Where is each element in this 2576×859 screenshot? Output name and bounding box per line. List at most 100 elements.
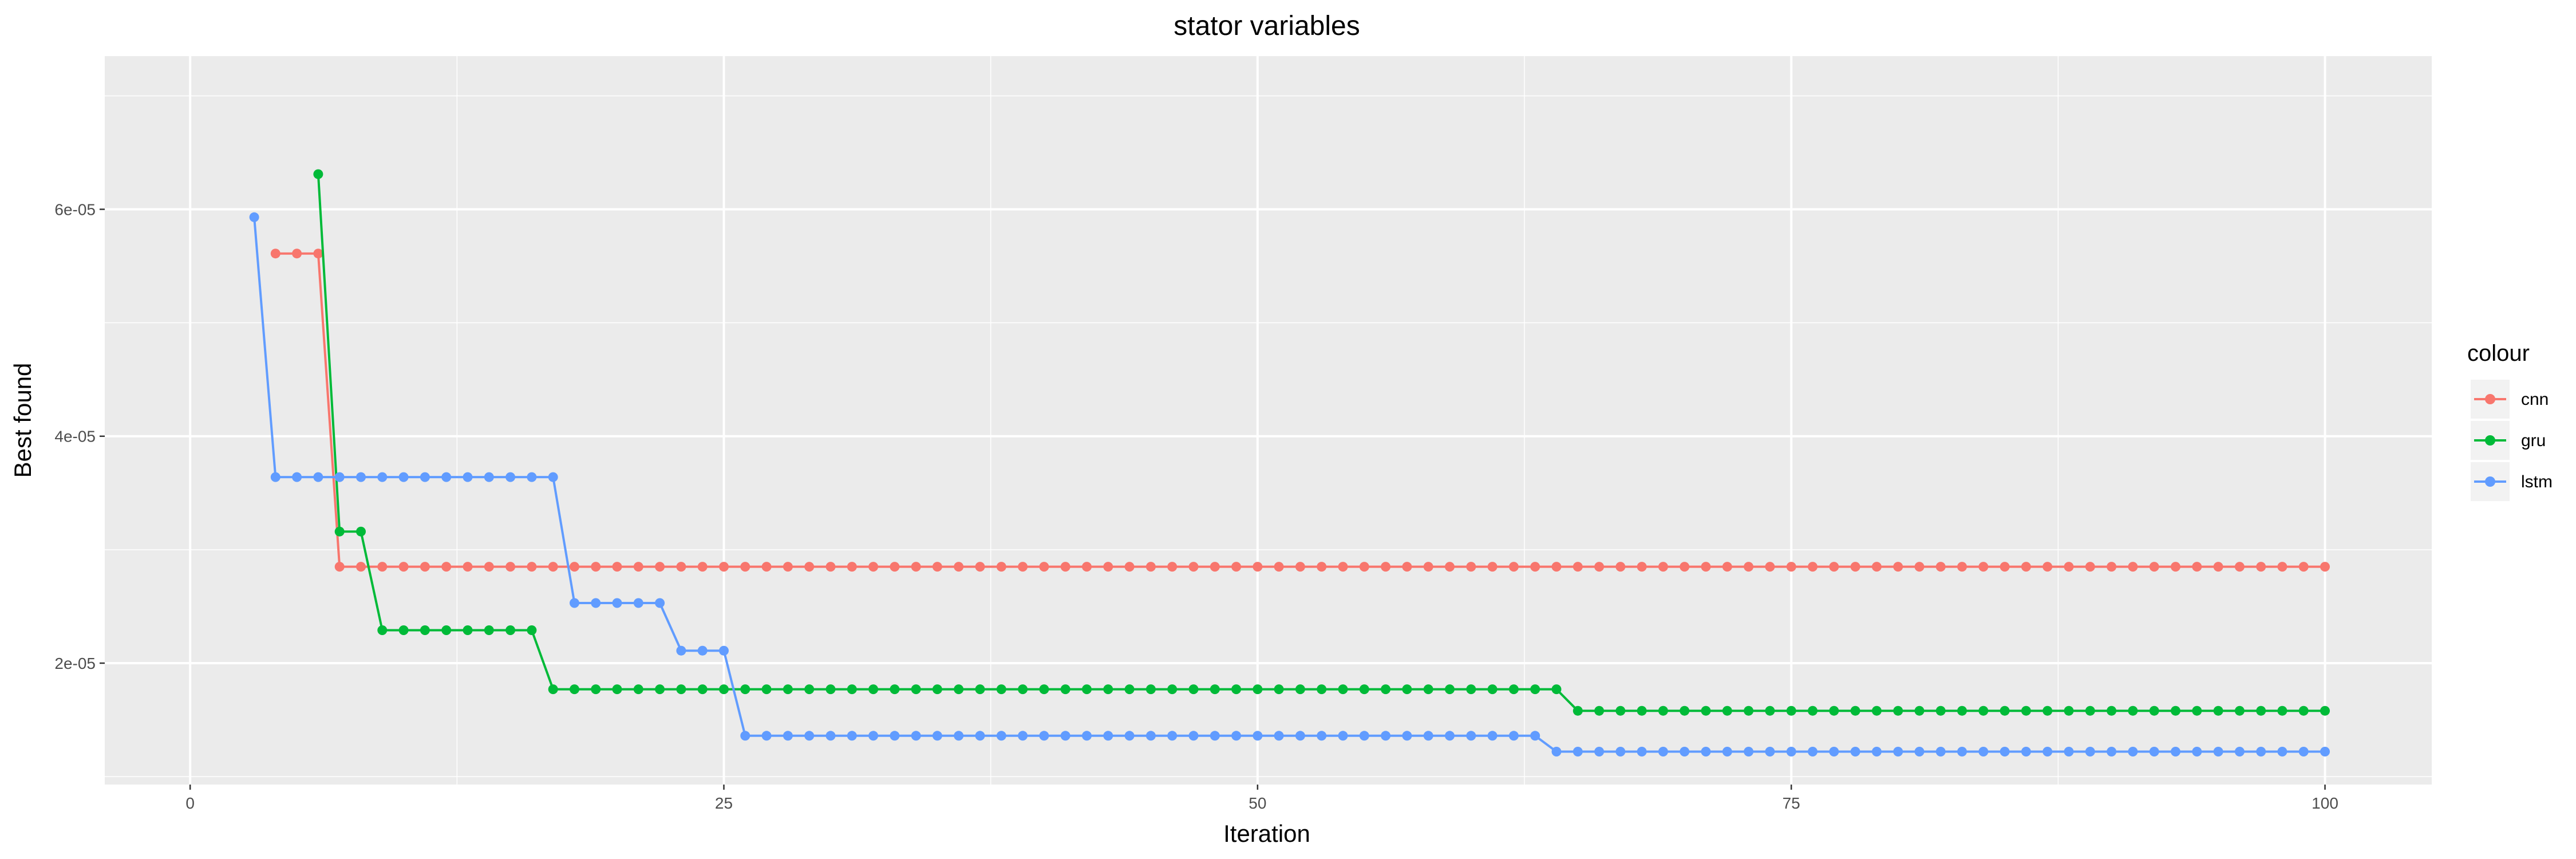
data-point-gru bbox=[1487, 684, 1498, 695]
legend-title: colour bbox=[2467, 341, 2530, 366]
data-point-cnn bbox=[1381, 562, 1391, 572]
data-point-gru bbox=[2042, 706, 2053, 716]
data-point-lstm bbox=[2213, 747, 2223, 756]
data-point-cnn bbox=[527, 562, 537, 572]
data-point-gru bbox=[868, 684, 879, 695]
y-axis-title: Best found bbox=[9, 363, 36, 478]
y-tick-label: 2e-05 bbox=[54, 655, 96, 672]
data-point-cnn bbox=[1722, 562, 1732, 572]
data-point-cnn bbox=[1765, 562, 1775, 572]
data-point-cnn bbox=[2021, 562, 2031, 572]
y-tick-label: 6e-05 bbox=[54, 200, 96, 218]
data-point-gru bbox=[804, 684, 815, 695]
data-point-cnn bbox=[463, 562, 473, 572]
data-point-gru bbox=[2064, 706, 2074, 716]
data-point-gru bbox=[570, 684, 579, 695]
data-point-cnn bbox=[2320, 562, 2330, 572]
legend-point-gru bbox=[2485, 435, 2495, 446]
data-point-cnn bbox=[2256, 562, 2266, 572]
data-point-lstm bbox=[1637, 747, 1647, 756]
data-point-cnn bbox=[591, 562, 601, 572]
data-point-lstm bbox=[1060, 731, 1070, 741]
data-point-lstm bbox=[2320, 747, 2330, 756]
data-point-cnn bbox=[804, 562, 815, 572]
data-point-cnn bbox=[1680, 562, 1690, 572]
data-point-lstm bbox=[1701, 747, 1711, 756]
data-point-gru bbox=[1914, 706, 1925, 716]
axis-ticks: 0 25 50 75 100 2e-05 4e-05 6e-05 bbox=[54, 200, 2338, 812]
data-point-cnn bbox=[847, 562, 857, 572]
data-point-lstm bbox=[1423, 731, 1433, 741]
data-point-cnn bbox=[1253, 562, 1263, 572]
data-point-cnn bbox=[1060, 562, 1070, 572]
data-point-lstm bbox=[825, 731, 836, 741]
series-cnn bbox=[270, 249, 2330, 572]
data-point-cnn bbox=[1210, 562, 1220, 572]
data-point-lstm bbox=[463, 472, 473, 482]
data-point-gru bbox=[719, 684, 729, 695]
data-point-gru bbox=[1381, 684, 1391, 695]
data-point-cnn bbox=[1935, 562, 1946, 572]
data-point-gru bbox=[825, 684, 836, 695]
data-point-lstm bbox=[847, 731, 857, 741]
data-point-lstm bbox=[2298, 747, 2309, 756]
data-point-lstm bbox=[1466, 731, 1476, 741]
data-point-cnn bbox=[1551, 562, 1562, 572]
data-point-gru bbox=[1765, 706, 1775, 716]
data-point-gru bbox=[527, 625, 537, 635]
data-point-gru bbox=[1082, 684, 1092, 695]
data-point-gru bbox=[1402, 684, 1412, 695]
data-point-gru bbox=[2213, 706, 2223, 716]
data-point-gru bbox=[377, 625, 388, 635]
data-point-cnn bbox=[1871, 562, 1882, 572]
data-point-lstm bbox=[1829, 747, 1839, 756]
data-point-lstm bbox=[484, 472, 494, 482]
data-point-gru bbox=[2277, 706, 2287, 716]
data-point-lstm bbox=[420, 472, 430, 482]
data-point-gru bbox=[1039, 684, 1049, 695]
data-point-lstm bbox=[1935, 747, 1946, 756]
data-point-lstm bbox=[1082, 731, 1092, 741]
data-point-cnn bbox=[2298, 562, 2309, 572]
data-point-gru bbox=[633, 684, 643, 695]
data-point-lstm bbox=[527, 472, 537, 482]
data-point-lstm bbox=[1615, 747, 1626, 756]
data-point-lstm bbox=[591, 598, 601, 608]
data-point-cnn bbox=[1145, 562, 1156, 572]
data-point-cnn bbox=[570, 562, 579, 572]
data-point-lstm bbox=[2192, 747, 2202, 756]
data-point-lstm bbox=[334, 472, 345, 482]
data-point-lstm bbox=[270, 472, 280, 482]
data-point-lstm bbox=[1274, 731, 1284, 741]
data-point-lstm bbox=[996, 731, 1006, 741]
data-point-cnn bbox=[1744, 562, 1754, 572]
data-point-lstm bbox=[932, 731, 942, 741]
data-point-gru bbox=[313, 169, 323, 179]
data-point-lstm bbox=[1338, 731, 1348, 741]
data-point-gru bbox=[1978, 706, 1989, 716]
data-point-lstm bbox=[398, 472, 409, 482]
data-point-lstm bbox=[1039, 731, 1049, 741]
data-point-gru bbox=[441, 625, 452, 635]
data-point-cnn bbox=[975, 562, 985, 572]
data-point-cnn bbox=[1829, 562, 1839, 572]
data-point-gru bbox=[1551, 684, 1562, 695]
data-point-gru bbox=[1594, 706, 1605, 716]
data-point-cnn bbox=[1188, 562, 1199, 572]
data-point-gru bbox=[1508, 684, 1519, 695]
data-point-gru bbox=[2128, 706, 2138, 716]
series-lstm bbox=[249, 212, 2330, 756]
data-point-gru bbox=[2171, 706, 2180, 716]
data-point-lstm bbox=[1487, 731, 1498, 741]
data-point-lstm bbox=[1551, 747, 1562, 756]
data-point-lstm bbox=[1402, 731, 1412, 741]
data-point-lstm bbox=[697, 645, 708, 656]
data-point-cnn bbox=[1701, 562, 1711, 572]
data-point-gru bbox=[1850, 706, 1860, 716]
data-point-cnn bbox=[890, 562, 900, 572]
data-point-lstm bbox=[911, 731, 921, 741]
data-point-cnn bbox=[825, 562, 836, 572]
data-point-lstm bbox=[1295, 731, 1305, 741]
data-point-gru bbox=[1445, 684, 1455, 695]
data-point-cnn bbox=[740, 562, 750, 572]
